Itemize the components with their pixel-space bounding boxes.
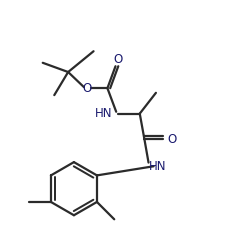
Text: HN: HN bbox=[149, 160, 166, 173]
Text: O: O bbox=[82, 82, 91, 95]
Text: HN: HN bbox=[94, 107, 112, 120]
Text: O: O bbox=[113, 53, 122, 66]
Text: O: O bbox=[167, 132, 176, 146]
